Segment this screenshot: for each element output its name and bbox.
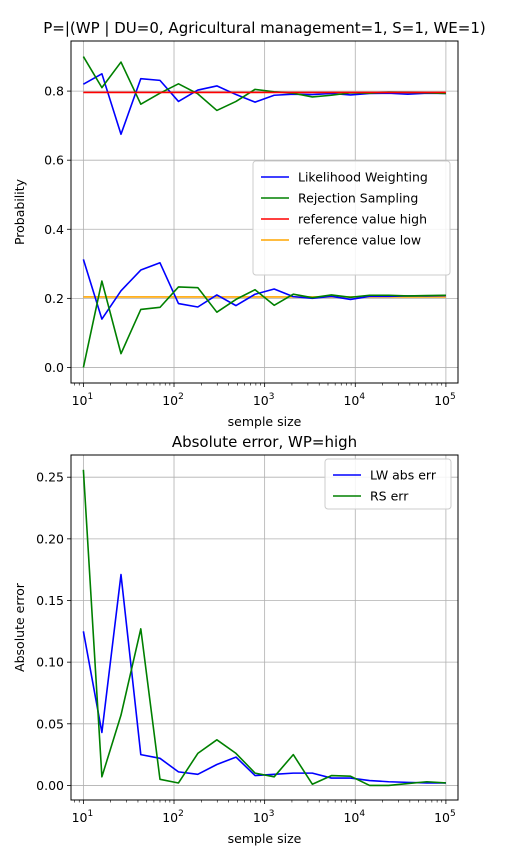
error-y-tick-label: 0.20	[36, 531, 64, 546]
error-legend-label: RS err	[370, 489, 409, 504]
probability-legend: Likelihood Weighting Rejection Sampling re…	[252, 160, 451, 276]
error-legend: LW abs err RS err	[324, 458, 452, 510]
error-x-tick-label: 103	[253, 809, 275, 825]
probability-y-axis-label: Probability	[12, 178, 27, 245]
probability-y-tick-label: 0.6	[44, 153, 64, 168]
probability-legend-box	[252, 160, 451, 276]
error-x-tick-label: 101	[72, 809, 94, 825]
probability-unlabeled-line	[82, 280, 446, 368]
error-rs-err-line	[82, 469, 446, 787]
error-panel: Absolute error, WP=high semple size Abso…	[12, 433, 459, 846]
probability-legend-label: Likelihood Weighting	[298, 170, 428, 185]
error-legend-label: LW abs err	[370, 468, 437, 483]
error-y-axis-label: Absolute error	[12, 582, 27, 672]
error-y-tick-label: 0.25	[36, 470, 64, 485]
probability-chart-title: P=|(WP | DU=0, Agricultural management=1…	[43, 19, 485, 37]
probability-y-tick-label: 0.4	[44, 222, 64, 237]
error-grid	[71, 455, 458, 800]
probability-x-tick-label: 104	[343, 392, 365, 408]
probability-unlabeled-line	[82, 259, 446, 320]
error-y-tick-label: 0.00	[36, 778, 64, 793]
probability-y-tick-label: 0.2	[44, 291, 64, 306]
probability-series	[82, 56, 446, 368]
probability-y-tick-label: 0.8	[44, 84, 64, 99]
error-x-tick-label: 102	[162, 809, 184, 825]
probability-x-tick-label: 101	[72, 392, 94, 408]
error-y-tick-label: 0.15	[36, 593, 64, 608]
probability-x-tick-label: 102	[162, 392, 184, 408]
probability-legend-label: reference value low	[298, 233, 421, 248]
error-x-tick-label: 105	[434, 809, 456, 825]
probability-x-tick-label: 105	[434, 392, 456, 408]
error-chart-title: Absolute error, WP=high	[172, 433, 357, 451]
probability-panel: P=|(WP | DU=0, Agricultural management=1…	[12, 19, 486, 429]
probability-x-tick-label: 103	[253, 392, 275, 408]
probability-y-tick-label: 0.0	[44, 360, 64, 375]
error-x-axis-label: semple size	[228, 831, 302, 846]
probability-x-axis-label: semple size	[228, 414, 302, 429]
error-series	[82, 469, 446, 787]
error-y-tick-label: 0.10	[36, 655, 64, 670]
probability-legend-label: reference value high	[298, 212, 427, 227]
error-x-tick-label: 104	[343, 809, 365, 825]
probability-legend-label: Rejection Sampling	[298, 191, 418, 206]
error-y-tick-label: 0.05	[36, 716, 64, 731]
